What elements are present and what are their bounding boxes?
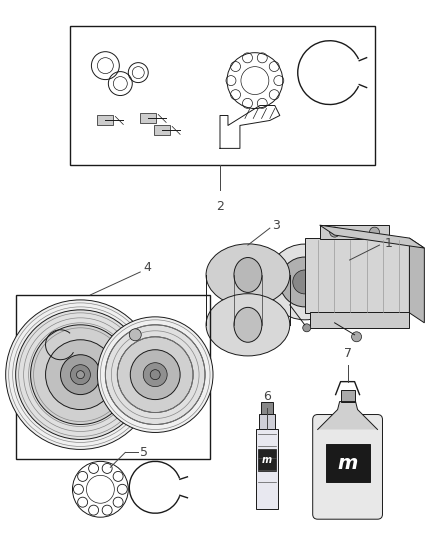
Circle shape bbox=[16, 310, 145, 439]
Bar bbox=[256, 430, 278, 509]
Text: 6: 6 bbox=[263, 390, 271, 402]
Bar bbox=[97, 116, 113, 125]
Circle shape bbox=[117, 337, 193, 413]
Circle shape bbox=[130, 350, 180, 400]
Bar bbox=[310, 312, 410, 328]
Ellipse shape bbox=[234, 257, 262, 293]
Circle shape bbox=[150, 370, 160, 379]
Bar bbox=[261, 401, 273, 414]
FancyBboxPatch shape bbox=[313, 415, 382, 519]
Text: 4: 4 bbox=[143, 262, 151, 274]
Circle shape bbox=[97, 317, 213, 432]
Bar bbox=[71, 26, 374, 165]
Bar bbox=[259, 414, 275, 430]
Circle shape bbox=[143, 362, 167, 386]
Bar bbox=[154, 125, 170, 135]
Circle shape bbox=[129, 329, 141, 341]
Polygon shape bbox=[410, 238, 424, 323]
Circle shape bbox=[352, 332, 361, 342]
Ellipse shape bbox=[234, 308, 262, 342]
Text: 1: 1 bbox=[385, 237, 392, 249]
Text: 3: 3 bbox=[272, 219, 280, 232]
Text: m: m bbox=[262, 455, 272, 465]
Text: 2: 2 bbox=[216, 200, 224, 213]
Circle shape bbox=[370, 227, 379, 237]
Circle shape bbox=[77, 370, 85, 378]
Bar bbox=[341, 390, 355, 401]
Bar bbox=[326, 445, 370, 482]
Circle shape bbox=[46, 340, 115, 409]
Bar bbox=[305, 238, 410, 313]
Circle shape bbox=[71, 365, 90, 385]
Circle shape bbox=[267, 244, 343, 320]
Text: 5: 5 bbox=[140, 446, 148, 459]
Circle shape bbox=[293, 270, 317, 294]
Circle shape bbox=[6, 300, 155, 449]
Circle shape bbox=[31, 325, 130, 424]
Bar bbox=[258, 449, 276, 471]
Ellipse shape bbox=[206, 294, 290, 356]
Bar bbox=[320, 225, 389, 239]
Polygon shape bbox=[318, 401, 378, 430]
Text: 7: 7 bbox=[343, 346, 352, 360]
Ellipse shape bbox=[206, 244, 290, 306]
Text: m: m bbox=[337, 454, 358, 473]
Bar bbox=[140, 114, 156, 124]
Circle shape bbox=[106, 325, 205, 424]
Circle shape bbox=[303, 324, 311, 332]
Circle shape bbox=[330, 227, 339, 237]
Circle shape bbox=[60, 355, 100, 394]
Bar bbox=[16, 295, 210, 459]
Circle shape bbox=[280, 257, 330, 307]
Polygon shape bbox=[320, 225, 424, 248]
